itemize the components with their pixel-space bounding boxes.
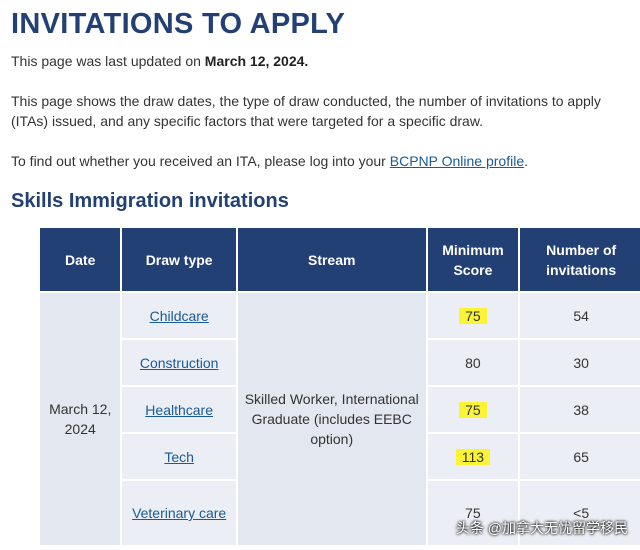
section-title: Skills Immigration invitations bbox=[11, 190, 289, 212]
highlighted-score: 75 bbox=[459, 401, 487, 418]
invitations-cell: 65 bbox=[520, 434, 640, 479]
min-score-cell: 75 bbox=[427, 293, 519, 338]
table-row: Veterinary care 75 <5 bbox=[40, 481, 640, 545]
login-suffix: . bbox=[524, 153, 529, 169]
draw-date-cell: March 12, 2024 bbox=[40, 293, 121, 545]
login-text: To find out whether you received an ITA,… bbox=[11, 151, 640, 171]
min-score-cell: 75 bbox=[427, 481, 519, 545]
header-draw-type: Draw type bbox=[122, 228, 236, 291]
invitations-cell: 30 bbox=[520, 340, 640, 385]
header-date: Date bbox=[40, 228, 121, 291]
table-row: Tech 113 65 bbox=[40, 434, 640, 479]
table-row: Healthcare 75 38 bbox=[40, 387, 640, 432]
highlighted-score: 75 bbox=[459, 307, 487, 324]
page-title: INVITATIONS TO APPLY bbox=[11, 8, 346, 40]
header-stream: Stream bbox=[237, 228, 426, 291]
stream-cell: Skilled Worker, International Graduate (… bbox=[237, 293, 426, 545]
draw-type-link-healthcare[interactable]: Healthcare bbox=[145, 401, 213, 418]
draw-type-cell: Construction bbox=[122, 340, 236, 385]
bcpnp-online-profile-link[interactable]: BCPNP Online profile bbox=[389, 153, 525, 169]
header-number-of-invitations: Number of invitations bbox=[520, 228, 640, 291]
min-score-cell: 80 bbox=[427, 340, 519, 385]
draw-type-cell: Tech bbox=[122, 434, 236, 479]
min-score-cell: 113 bbox=[427, 434, 519, 479]
invitations-cell: 54 bbox=[520, 293, 640, 338]
min-score-cell: 75 bbox=[427, 387, 519, 432]
bottom-edge bbox=[0, 548, 640, 550]
table-header-row: Date Draw type Stream Minimum Score Numb… bbox=[40, 228, 640, 291]
login-prefix: To find out whether you received an ITA,… bbox=[11, 153, 390, 169]
page-content: INVITATIONS TO APPLY This page was last … bbox=[0, 0, 640, 214]
updated-prefix: This page was last updated on bbox=[11, 53, 205, 69]
draw-type-link-construction[interactable]: Construction bbox=[139, 354, 219, 371]
draw-type-link-childcare[interactable]: Childcare bbox=[149, 307, 209, 324]
table-row: Construction 80 30 bbox=[40, 340, 640, 385]
updated-date: March 12, 2024. bbox=[204, 53, 309, 69]
draw-type-cell: Veterinary care bbox=[122, 481, 236, 545]
draw-type-cell: Childcare bbox=[122, 293, 236, 338]
invitations-cell: <5 bbox=[520, 481, 640, 545]
draw-type-link-veterinary-care[interactable]: Veterinary care bbox=[132, 505, 227, 521]
highlighted-score: 113 bbox=[455, 448, 491, 465]
last-updated-text: This page was last updated on March 12, … bbox=[11, 51, 640, 71]
watermark-text: 头条 @加拿大无忧留学移民 bbox=[455, 520, 628, 536]
table-row: March 12, 2024 Childcare Skilled Worker,… bbox=[40, 293, 640, 545]
page-description: This page shows the draw dates, the type… bbox=[11, 93, 601, 129]
header-minimum-score: Minimum Score bbox=[427, 228, 519, 291]
invitations-cell: 38 bbox=[520, 387, 640, 432]
invitations-table: Date Draw type Stream Minimum Score Numb… bbox=[38, 226, 640, 547]
draw-type-link-tech[interactable]: Tech bbox=[164, 448, 194, 465]
draw-type-cell: Healthcare bbox=[122, 387, 236, 432]
